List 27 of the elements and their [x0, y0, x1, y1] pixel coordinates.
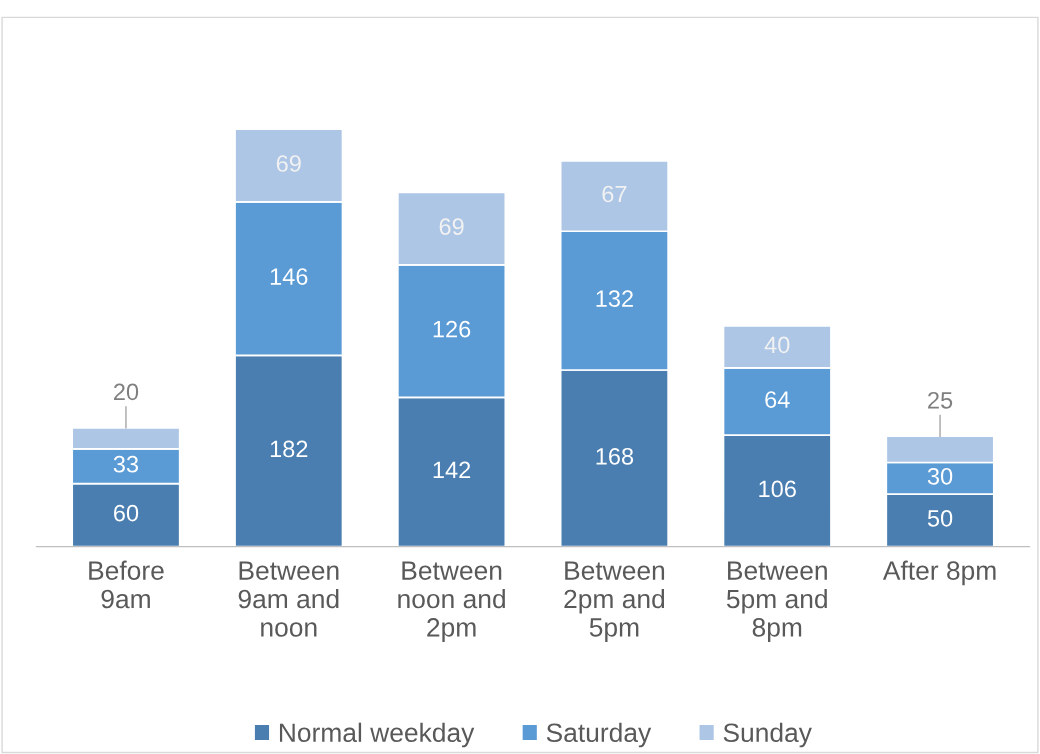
- x-tick-label: After 8pm: [882, 560, 996, 586]
- data-label: 126: [433, 320, 471, 338]
- data-label: 69: [276, 155, 301, 172]
- data-label: 25: [928, 391, 953, 409]
- x-tick-label: Between 9am and noon: [238, 561, 339, 637]
- data-label: 182: [270, 440, 308, 458]
- data-label: 64: [765, 391, 790, 408]
- x-tick-label: Between 2pm and 5pm: [564, 561, 665, 642]
- data-label: 168: [596, 447, 634, 465]
- data-label: 30: [927, 467, 953, 485]
- x-tick-label: Before 9am: [89, 560, 164, 609]
- x-tick-label: Between noon and 2pm: [398, 561, 505, 642]
- legend-label: Saturday: [546, 722, 652, 748]
- data-label: 33: [113, 455, 139, 473]
- data-label: 60: [114, 504, 139, 522]
- data-label: 67: [602, 185, 627, 203]
- x-tick-label: Between 5pm and 8pm: [726, 561, 827, 642]
- data-label: 146: [270, 268, 308, 285]
- data-label: 69: [439, 218, 464, 235]
- data-label: 20: [114, 383, 139, 401]
- legend-label: Normal weekday: [279, 722, 475, 748]
- data-label: 40: [764, 336, 790, 354]
- data-label: 132: [596, 290, 633, 307]
- data-label: 142: [433, 461, 471, 479]
- data-label: 50: [927, 509, 953, 527]
- data-label: 106: [759, 480, 796, 498]
- legend-label: Sunday: [723, 722, 812, 748]
